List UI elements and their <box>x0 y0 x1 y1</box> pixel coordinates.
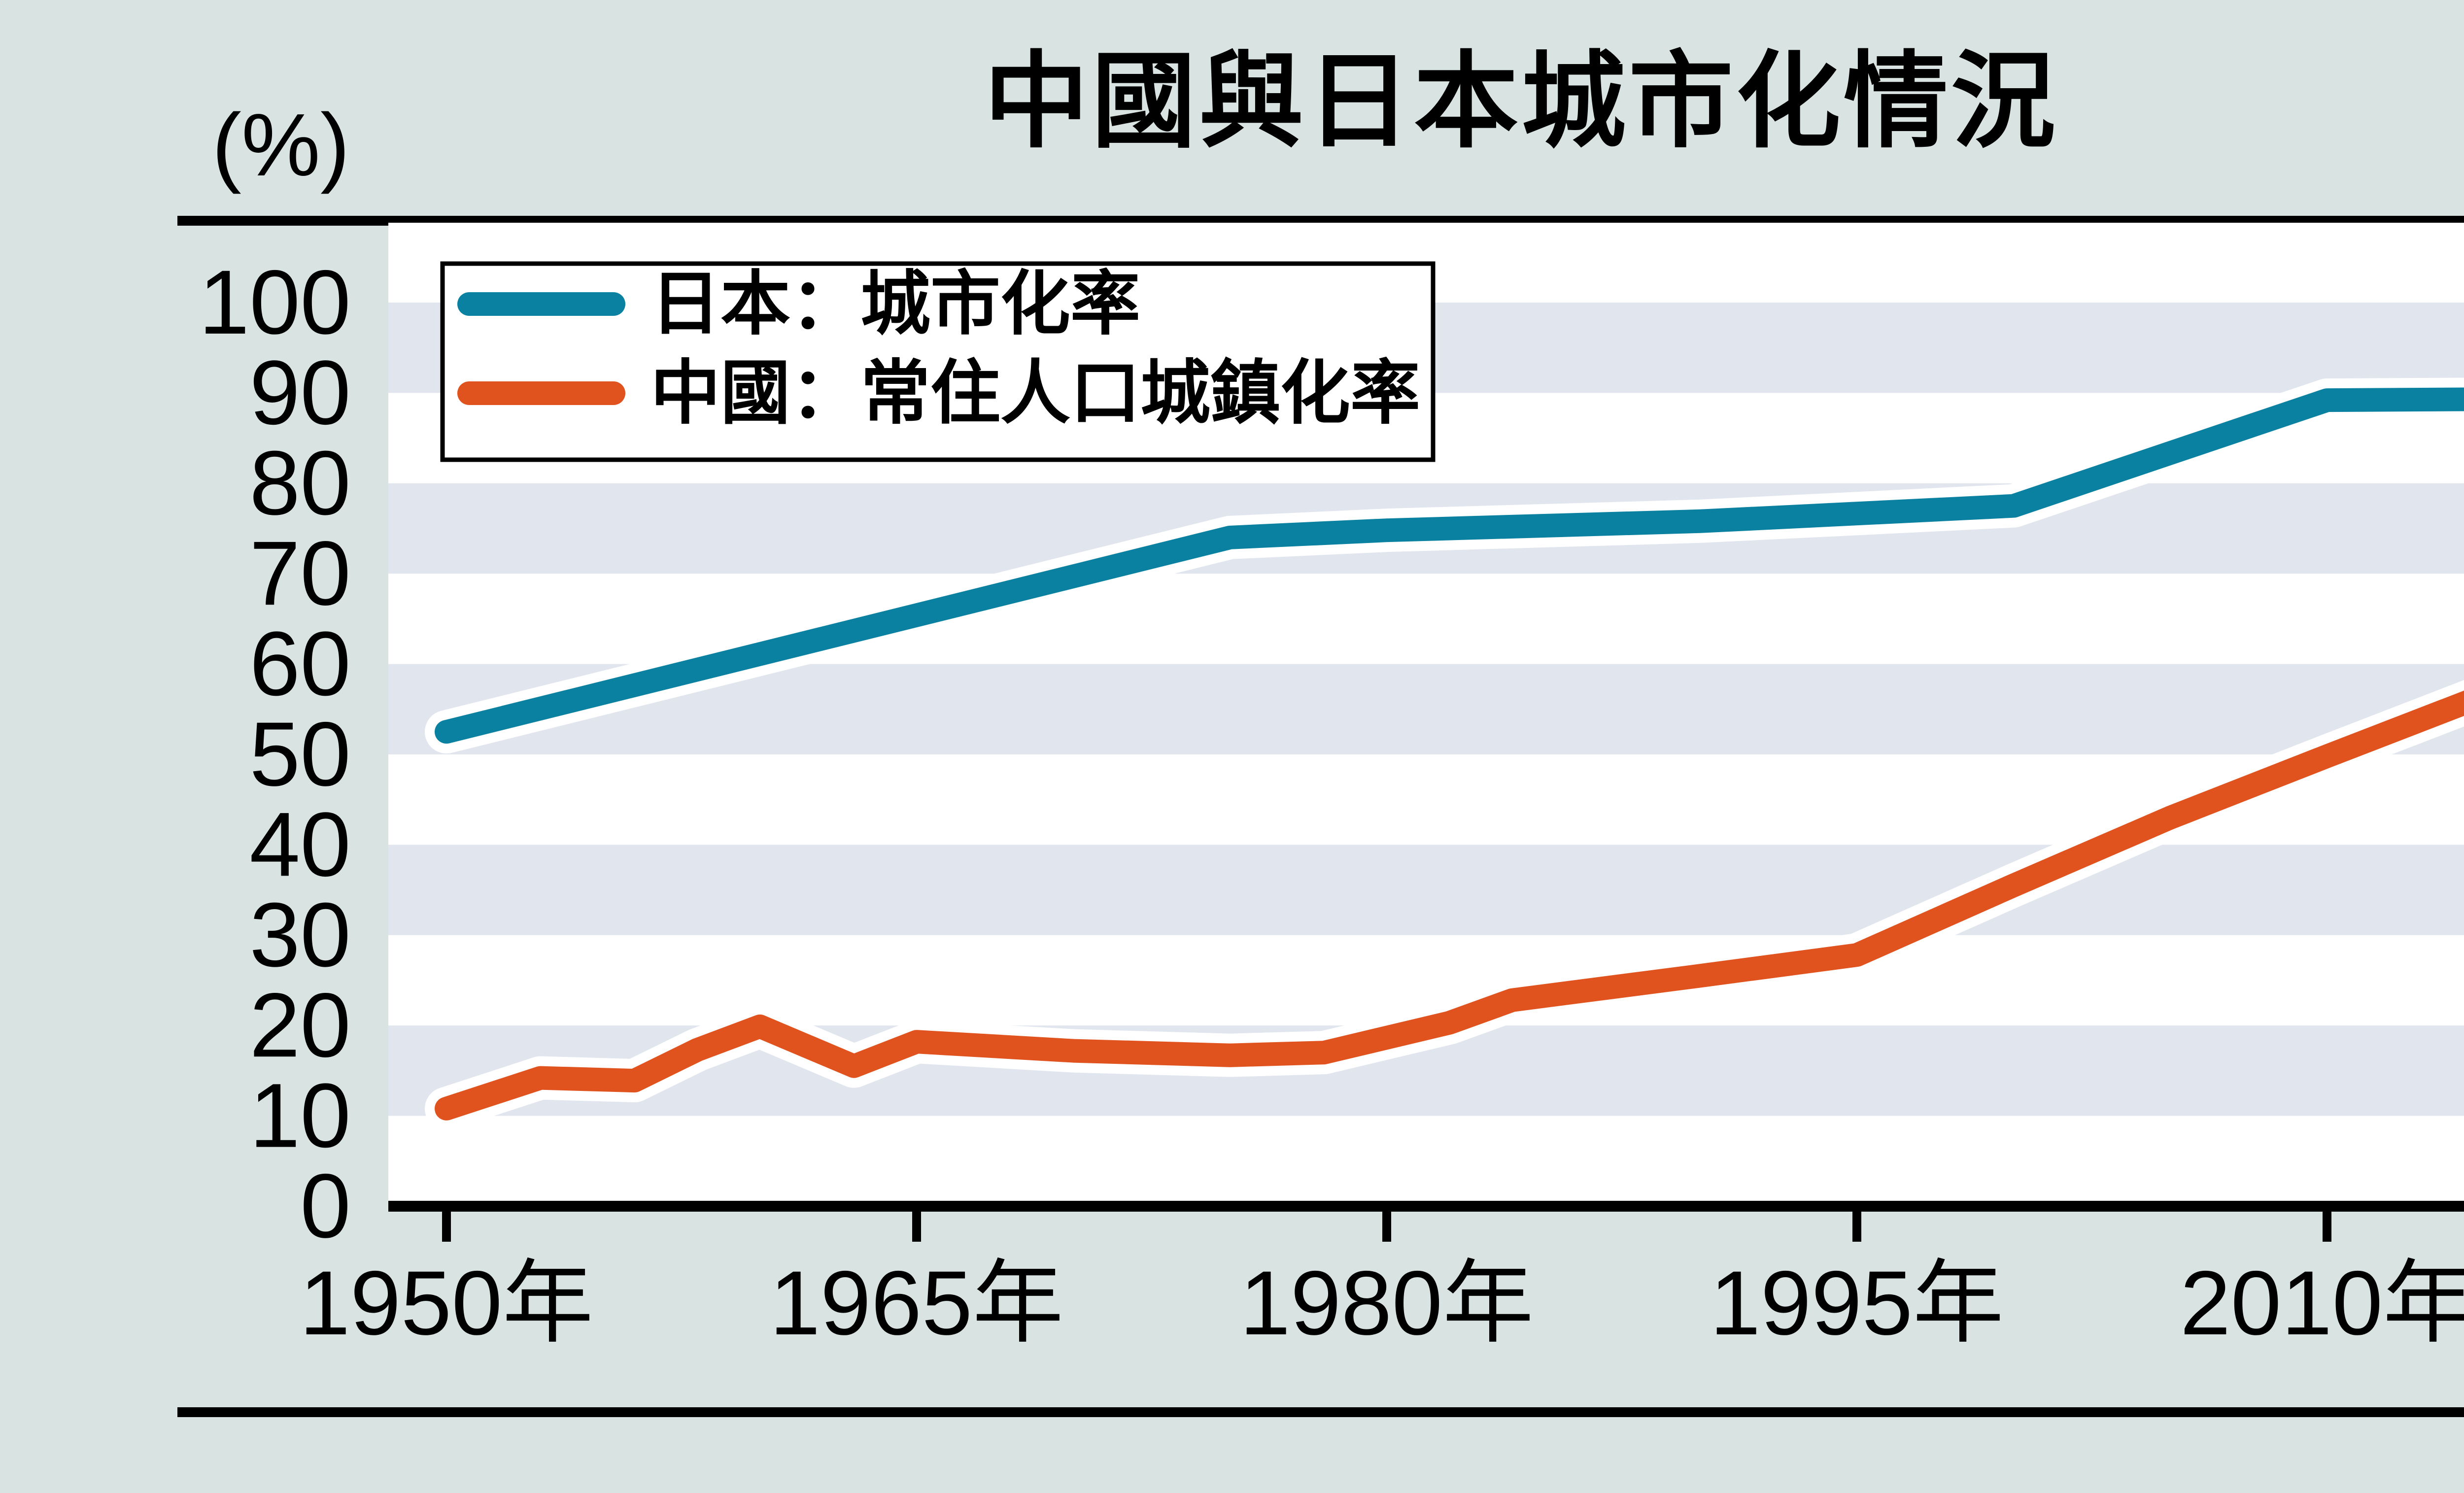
x-axis-tick <box>1852 1206 1861 1242</box>
series-line <box>435 387 2464 744</box>
bottom-divider-line <box>177 1407 2464 1417</box>
x-axis-tick-label: 1950年 <box>300 1253 594 1354</box>
y-axis-tick-label: 0 <box>300 1155 351 1257</box>
x-axis-tick <box>912 1206 921 1242</box>
y-axis-tick-label: 50 <box>249 704 351 805</box>
y-axis-unit-label: (%) <box>212 96 350 195</box>
y-axis-tick-label: 10 <box>249 1065 351 1167</box>
grid-band <box>388 845 2464 935</box>
y-axis-tick-label: 100 <box>199 252 351 353</box>
series-line <box>435 690 2464 1120</box>
x-axis-tick <box>442 1206 451 1242</box>
x-axis-tick-label: 1965年 <box>770 1253 1064 1354</box>
y-axis-tick-label: 30 <box>249 884 351 986</box>
legend-label: 日本：城市化率 <box>650 265 1140 343</box>
y-axis-tick-label: 20 <box>249 975 351 1076</box>
y-axis-tick-label: 90 <box>249 342 351 443</box>
x-axis-tick <box>2323 1206 2331 1242</box>
x-axis-tick-label: 1995年 <box>1710 1253 2004 1354</box>
x-axis-tick-label: 2010年 <box>2180 1253 2464 1354</box>
x-axis-tick <box>1382 1206 1391 1242</box>
y-axis-tick-label: 80 <box>249 433 351 534</box>
legend-label: 中國：常住人口城鎮化率 <box>650 354 1420 433</box>
y-axis-tick-label: 60 <box>249 613 351 715</box>
x-axis-tick-label: 1980年 <box>1240 1253 1534 1354</box>
y-axis-tick-label: 40 <box>249 794 351 895</box>
x-axis-line <box>388 1201 2464 1212</box>
chart-title: 中國與日本城市化情況 <box>984 43 2058 160</box>
y-axis-tick-label: 70 <box>249 523 351 624</box>
